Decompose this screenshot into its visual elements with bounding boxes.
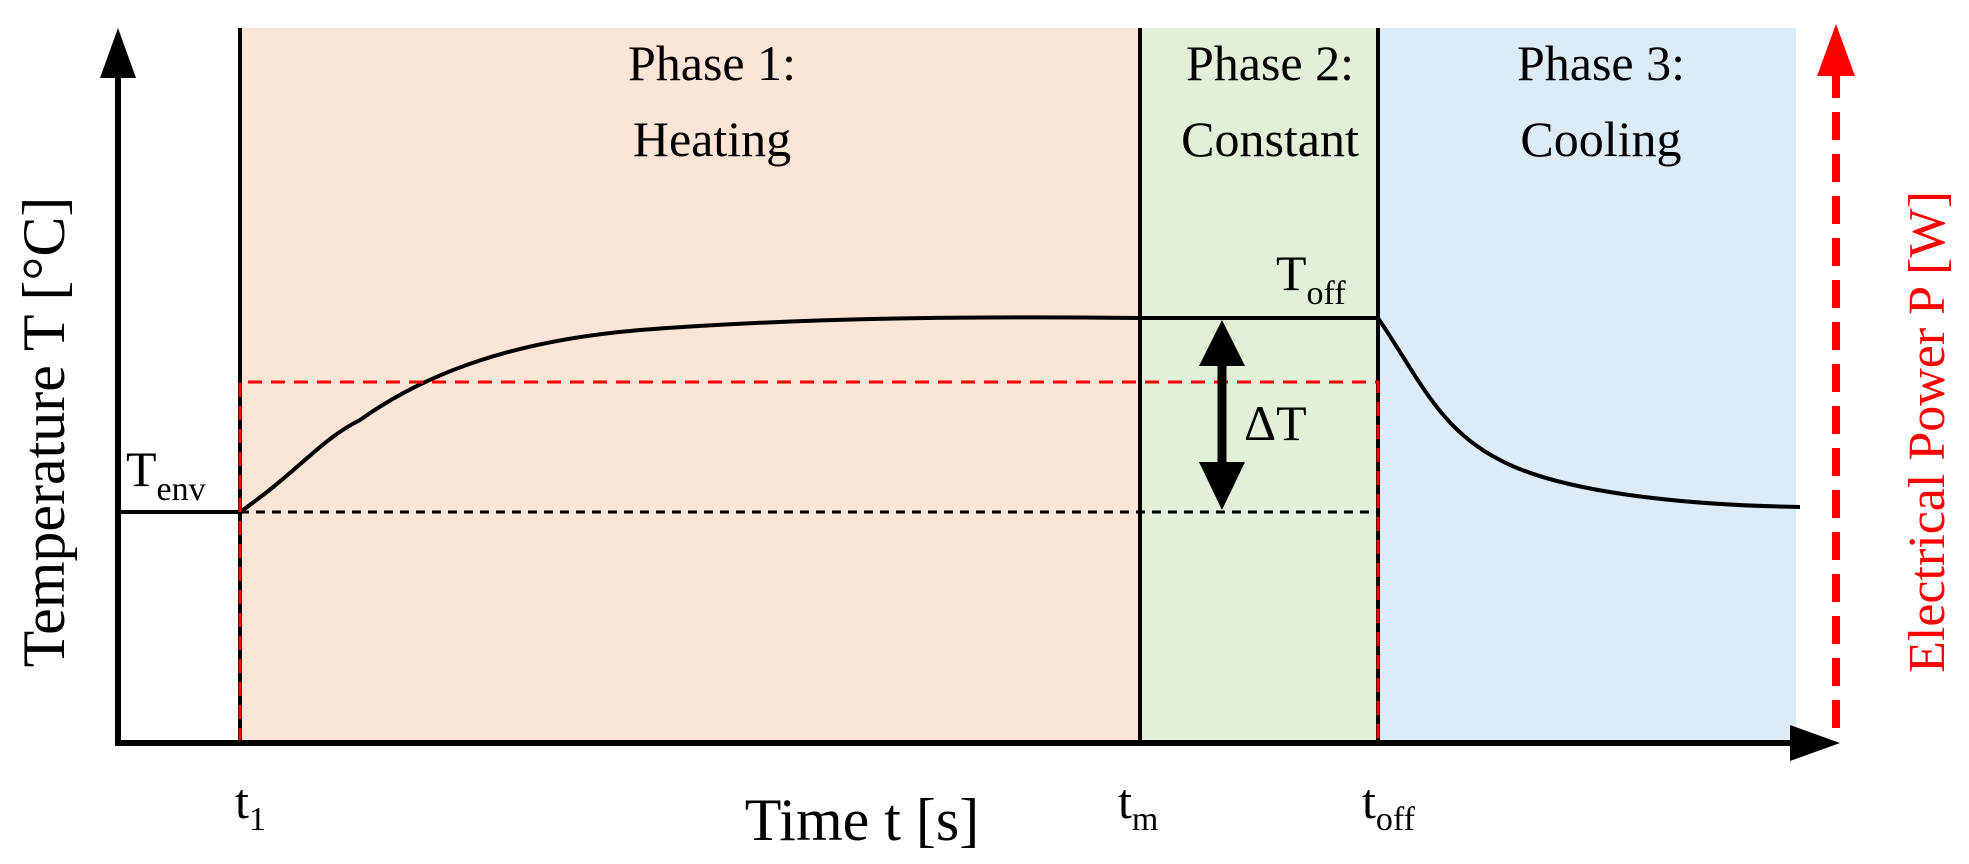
delta-t-label: ΔT <box>1244 395 1307 451</box>
y-axis-right-arrow <box>1817 24 1855 76</box>
power-profile <box>238 380 1380 742</box>
phase-2-subtitle: Constant <box>1181 111 1359 167</box>
tick-t1-sub: 1 <box>249 801 266 838</box>
phase-1-region <box>240 28 1140 740</box>
delta-t-arrow-head-up <box>1199 320 1245 366</box>
temperature-curve <box>120 315 1801 514</box>
phase-2-title: Phase 2: <box>1186 35 1354 91</box>
tick-tm-base: t <box>1118 773 1132 829</box>
t-off-sub: off <box>1307 275 1347 312</box>
tick-toff-base: t <box>1362 773 1376 829</box>
x-axis-label: Time t [s] <box>745 787 980 853</box>
tick-toff-sub: off <box>1376 801 1416 838</box>
t-env-label: Tenv <box>126 441 206 508</box>
y-axis-left-label: Temperature T [°C] <box>11 197 77 668</box>
t-env-sub: env <box>157 471 206 508</box>
phase-3-subtitle: Cooling <box>1520 111 1681 167</box>
delta-t-arrow-head-down <box>1199 462 1245 510</box>
tick-t1: t1 <box>235 773 266 838</box>
phase-3-region <box>1378 28 1796 740</box>
tick-t1-base: t <box>235 773 249 829</box>
y-axis-right-label: Electrical Power P [W] <box>1899 191 1956 673</box>
t-off-base: T <box>1276 245 1307 301</box>
t-off-label: Toff <box>1276 245 1346 312</box>
y-axis-left-arrow <box>100 28 136 78</box>
tick-tm: tm <box>1118 773 1158 838</box>
t-env-base: T <box>126 441 157 497</box>
x-axis-arrow <box>1790 725 1840 761</box>
tick-tm-sub: m <box>1132 801 1158 838</box>
phase-3-title: Phase 3: <box>1517 35 1685 91</box>
phase-2-region <box>1140 28 1378 740</box>
tick-toff: toff <box>1362 773 1416 838</box>
phase-1-subtitle: Heating <box>633 111 791 167</box>
phase-1-title: Phase 1: <box>628 35 796 91</box>
